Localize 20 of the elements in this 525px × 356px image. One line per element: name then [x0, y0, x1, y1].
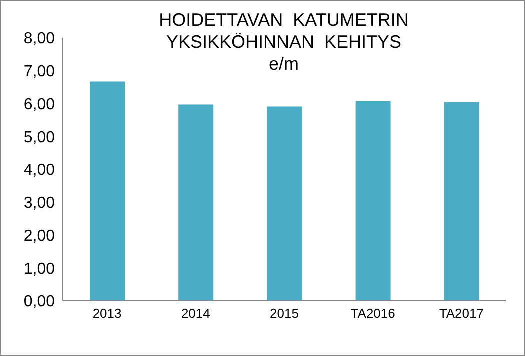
y-tick-label: 7,00 — [24, 64, 56, 81]
y-tick-label: 8,00 — [24, 30, 56, 48]
y-tick-label: 2,00 — [24, 228, 56, 245]
x-tick-label: TA2017 — [439, 306, 484, 322]
bar — [90, 82, 125, 301]
bar — [178, 104, 214, 301]
bar — [444, 102, 480, 301]
bar — [356, 101, 391, 301]
text: e/m — [268, 53, 300, 75]
x-tick-label: 2013 — [92, 306, 122, 322]
y-tick-label: 1,00 — [24, 260, 56, 278]
y-tick-label: 5,00 — [24, 129, 56, 146]
x-tick-label: 2014 — [181, 306, 210, 322]
y-tick-label: 4,00 — [24, 162, 56, 180]
y-tick-label: 6,00 — [24, 96, 56, 114]
x-tick-label: TA2016 — [350, 306, 396, 322]
bar — [267, 106, 302, 301]
y-tick-label: 3,00 — [24, 195, 56, 212]
y-tick-label: 0,00 — [24, 294, 56, 311]
x-tick-label: 2015 — [270, 306, 299, 322]
